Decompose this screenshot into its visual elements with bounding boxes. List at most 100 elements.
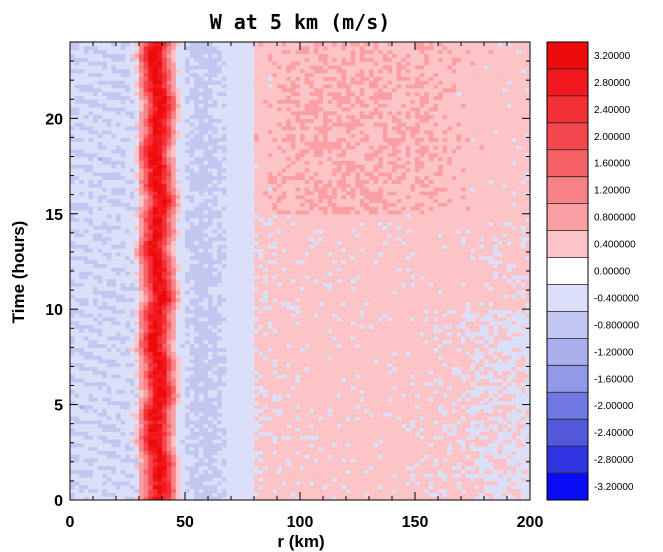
heatmap-cell bbox=[346, 328, 352, 333]
heatmap-cell bbox=[120, 496, 126, 500]
heatmap-cell bbox=[309, 389, 315, 394]
heatmap-cell bbox=[304, 408, 310, 413]
heatmap-cell bbox=[497, 412, 503, 417]
heatmap-cell bbox=[507, 496, 513, 500]
heatmap-cell bbox=[129, 458, 135, 463]
heatmap-cell bbox=[148, 446, 154, 451]
heatmap-cell bbox=[373, 461, 379, 467]
heatmap-cell bbox=[387, 450, 393, 455]
heatmap-cell bbox=[428, 389, 434, 394]
heatmap-cell bbox=[415, 496, 421, 500]
heatmap-cell bbox=[254, 480, 260, 486]
heatmap-cell bbox=[382, 458, 388, 463]
heatmap-cell bbox=[286, 461, 292, 467]
heatmap-cell bbox=[346, 309, 352, 314]
heatmap-cell bbox=[166, 377, 172, 383]
heatmap-cell bbox=[484, 312, 490, 318]
heatmap-cell bbox=[97, 320, 103, 326]
heatmap-cell bbox=[240, 354, 246, 360]
heatmap-cell bbox=[240, 408, 246, 413]
heatmap-cell bbox=[212, 316, 218, 322]
heatmap-cell bbox=[240, 442, 246, 448]
heatmap-cell bbox=[295, 389, 301, 394]
heatmap-cell bbox=[488, 324, 494, 329]
heatmap-cell bbox=[323, 427, 329, 432]
heatmap-cell bbox=[300, 312, 306, 318]
heatmap-cell bbox=[198, 461, 204, 467]
heatmap-cell bbox=[221, 312, 227, 318]
heatmap-cell bbox=[93, 477, 99, 482]
heatmap-cell bbox=[465, 454, 471, 459]
heatmap-cell bbox=[304, 389, 310, 394]
heatmap-cell bbox=[134, 492, 140, 497]
heatmap-cell bbox=[258, 416, 264, 421]
heatmap-cell bbox=[470, 438, 476, 444]
heatmap-cell bbox=[405, 374, 411, 379]
heatmap-cell bbox=[70, 435, 76, 440]
heatmap-cell bbox=[286, 377, 292, 383]
heatmap-cell bbox=[180, 431, 186, 436]
heatmap-cell bbox=[180, 473, 186, 478]
heatmap-cell bbox=[143, 438, 149, 444]
heatmap-cell bbox=[359, 351, 365, 356]
heatmap-cell bbox=[221, 412, 227, 417]
heatmap-cell bbox=[258, 496, 264, 500]
heatmap-cell bbox=[295, 362, 301, 368]
heatmap-cell bbox=[410, 412, 416, 417]
heatmap-cell bbox=[212, 374, 218, 379]
heatmap-cell bbox=[479, 370, 485, 375]
heatmap-cell bbox=[97, 458, 103, 463]
heatmap-cell bbox=[323, 358, 329, 364]
heatmap-cell bbox=[208, 469, 214, 474]
heatmap-cell bbox=[525, 484, 530, 490]
heatmap-cell bbox=[97, 442, 103, 448]
heatmap-cell bbox=[277, 393, 283, 398]
heatmap-cell bbox=[231, 469, 237, 474]
heatmap-cell bbox=[410, 469, 416, 474]
heatmap-cell bbox=[456, 339, 462, 345]
heatmap-cell bbox=[244, 461, 250, 467]
heatmap-cell bbox=[281, 442, 287, 448]
heatmap-cell bbox=[125, 427, 131, 432]
heatmap-cell bbox=[341, 393, 347, 398]
heatmap-cell bbox=[185, 339, 191, 345]
heatmap-cell bbox=[364, 358, 370, 364]
heatmap-cell bbox=[281, 416, 287, 421]
heatmap-cell bbox=[369, 465, 375, 471]
heatmap-cell bbox=[410, 351, 416, 356]
heatmap-cell bbox=[267, 465, 273, 471]
heatmap-cell bbox=[134, 469, 140, 474]
heatmap-cell bbox=[79, 316, 85, 322]
heatmap-cell bbox=[79, 370, 85, 375]
heatmap-cell bbox=[198, 454, 204, 459]
heatmap-cell bbox=[327, 316, 333, 322]
heatmap-cell bbox=[401, 492, 407, 497]
heatmap-cell bbox=[456, 438, 462, 444]
heatmap-cell bbox=[152, 316, 158, 322]
heatmap-cell bbox=[341, 320, 347, 326]
heatmap-cell bbox=[111, 358, 117, 364]
heatmap-cell bbox=[281, 446, 287, 451]
heatmap-cell bbox=[511, 461, 517, 467]
heatmap-cell bbox=[83, 480, 89, 486]
heatmap-cell bbox=[364, 351, 370, 356]
heatmap-cell bbox=[143, 370, 149, 375]
heatmap-cell bbox=[493, 492, 499, 497]
heatmap-cell bbox=[152, 339, 158, 345]
heatmap-cell bbox=[369, 442, 375, 448]
heatmap-cell bbox=[461, 381, 467, 387]
heatmap-cell bbox=[295, 416, 301, 421]
heatmap-cell bbox=[180, 377, 186, 383]
heatmap-cell bbox=[405, 377, 411, 383]
heatmap-cell bbox=[497, 427, 503, 432]
heatmap-cell bbox=[212, 416, 218, 421]
heatmap-cell bbox=[474, 469, 480, 474]
heatmap-cell bbox=[212, 351, 218, 356]
heatmap-cell bbox=[129, 477, 135, 482]
heatmap-cell bbox=[97, 324, 103, 329]
heatmap-cell bbox=[185, 347, 191, 352]
heatmap-cell bbox=[313, 438, 319, 444]
heatmap-cell bbox=[286, 442, 292, 448]
heatmap-cell bbox=[162, 389, 168, 394]
